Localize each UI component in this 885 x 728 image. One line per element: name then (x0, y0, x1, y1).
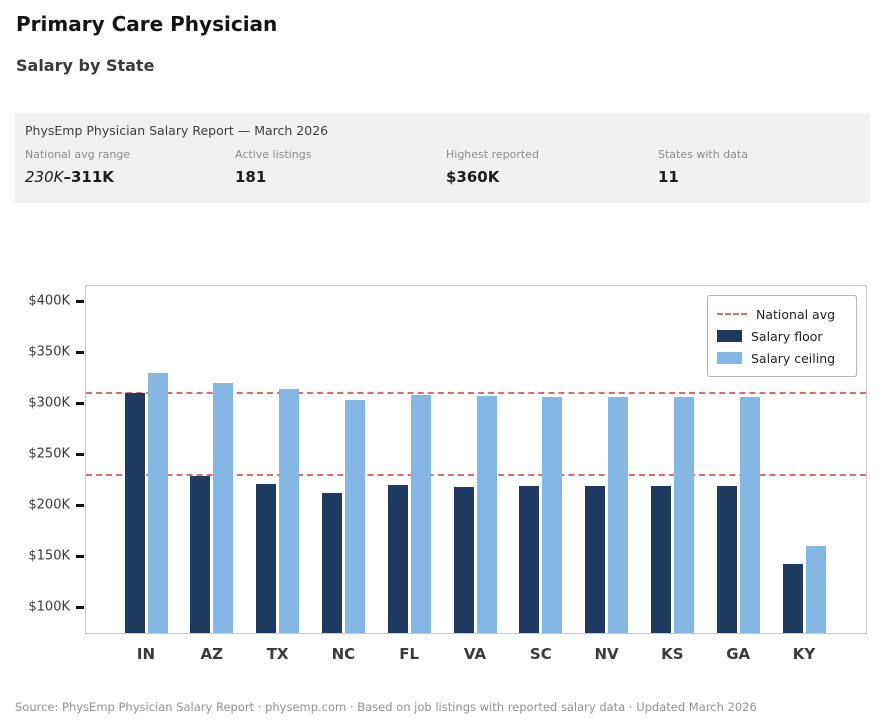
bar-floor-NC (321, 493, 342, 633)
national-avg-line (86, 392, 866, 395)
y-tick-label: $400K (28, 293, 70, 309)
y-tick-label: $250K (28, 446, 70, 462)
x-tick-label-KS: KS (661, 645, 684, 663)
stat-label: States with data (658, 148, 748, 161)
national-avg-line (86, 473, 866, 476)
legend-item-salary-ceiling: Salary ceiling (717, 347, 847, 369)
bar-ceiling-SC (542, 397, 563, 633)
bar-ceiling-AZ (213, 382, 234, 633)
bar-floor-NV (585, 486, 606, 633)
bar-floor-KY (782, 563, 803, 633)
stat-label: National avg range (25, 148, 131, 161)
page-subtitle: Salary by State (16, 56, 155, 75)
bar-ceiling-IN (147, 372, 168, 633)
x-tick-label-SC: SC (529, 645, 552, 663)
bar-floor-FL (387, 485, 408, 633)
x-tick-label-FL: FL (399, 645, 420, 663)
chart-legend: National avg Salary floor Salary ceiling (707, 295, 857, 377)
stat-national-avg-range: National avg range 230K–311K (25, 148, 235, 186)
legend-item-salary-floor: Salary floor (717, 325, 847, 347)
y-tick-mark (76, 554, 84, 558)
stat-value: 181 (235, 168, 267, 186)
bar-ceiling-NC (344, 400, 365, 633)
x-tick-label-TX: TX (266, 645, 289, 663)
stat-value-range-high: –311K (63, 168, 114, 186)
x-tick-label-GA: GA (726, 645, 751, 663)
stat-highest-reported: Highest reported $360K (446, 148, 658, 186)
stats-report-title: PhysEmp Physician Salary Report — March … (25, 123, 329, 138)
bar-ceiling-NV (608, 397, 629, 633)
salary-floor-swatch (717, 330, 742, 342)
stat-label: Highest reported (446, 148, 539, 161)
bar-floor-SC (519, 486, 540, 633)
national-avg-line-swatch (717, 313, 747, 315)
bar-floor-TX (256, 483, 277, 633)
y-tick-label: $100K (28, 599, 70, 615)
stat-value-range-low: 230K (25, 168, 64, 186)
salary-bar-chart: $400K $350K $300K $250K $200K $150K $100K IN AZ T… (28, 285, 867, 663)
x-tick-label-AZ: AZ (200, 645, 224, 663)
y-tick-mark (76, 401, 84, 405)
bar-floor-VA (453, 487, 474, 633)
y-tick-label: $200K (28, 497, 70, 513)
y-tick-mark (76, 350, 84, 354)
bar-ceiling-GA (739, 397, 760, 633)
y-tick-mark (76, 605, 84, 609)
page-title: Primary Care Physician (16, 12, 278, 36)
bar-floor-AZ (190, 475, 211, 633)
bar-floor-IN (124, 393, 145, 633)
legend-item-national-avg: National avg (717, 303, 847, 325)
bar-ceiling-TX (279, 389, 300, 633)
bar-ceiling-KS (673, 397, 694, 633)
legend-label: Salary floor (751, 328, 823, 344)
legend-label: National avg (756, 306, 836, 322)
stats-row: National avg range 230K–311K Active list… (25, 148, 860, 186)
x-tick-label-IN: IN (136, 645, 156, 663)
bar-ceiling-VA (476, 396, 497, 633)
legend-label: Salary ceiling (751, 350, 836, 366)
stat-value: $360K (446, 168, 500, 186)
salary-ceiling-swatch (717, 352, 742, 364)
y-tick-mark (76, 452, 84, 456)
stat-states-with-data: States with data 11 (658, 148, 860, 186)
y-tick-label: $300K (28, 395, 70, 411)
y-tick-mark (76, 299, 84, 303)
stats-bar: PhysEmp Physician Salary Report — March … (15, 113, 870, 203)
stat-active-listings: Active listings 181 (235, 148, 446, 186)
stat-value: 230K–311K (25, 168, 235, 186)
x-tick-label-NC: NC (331, 645, 356, 663)
stat-label: Active listings (235, 148, 312, 161)
x-tick-label-KY: KY (792, 645, 816, 663)
y-tick-mark (76, 503, 84, 507)
bar-floor-GA (716, 486, 737, 633)
x-tick-label-NV: NV (594, 645, 619, 663)
bar-ceiling-FL (410, 395, 431, 633)
bar-floor-KS (650, 486, 671, 633)
bar-ceiling-KY (805, 546, 826, 633)
y-tick-label: $350K (28, 344, 70, 360)
source-footer: Source: PhysEmp Physician Salary Report … (15, 700, 757, 714)
stat-value: 11 (658, 168, 679, 186)
y-tick-label: $150K (28, 548, 70, 564)
x-tick-label-VA: VA (463, 645, 487, 663)
